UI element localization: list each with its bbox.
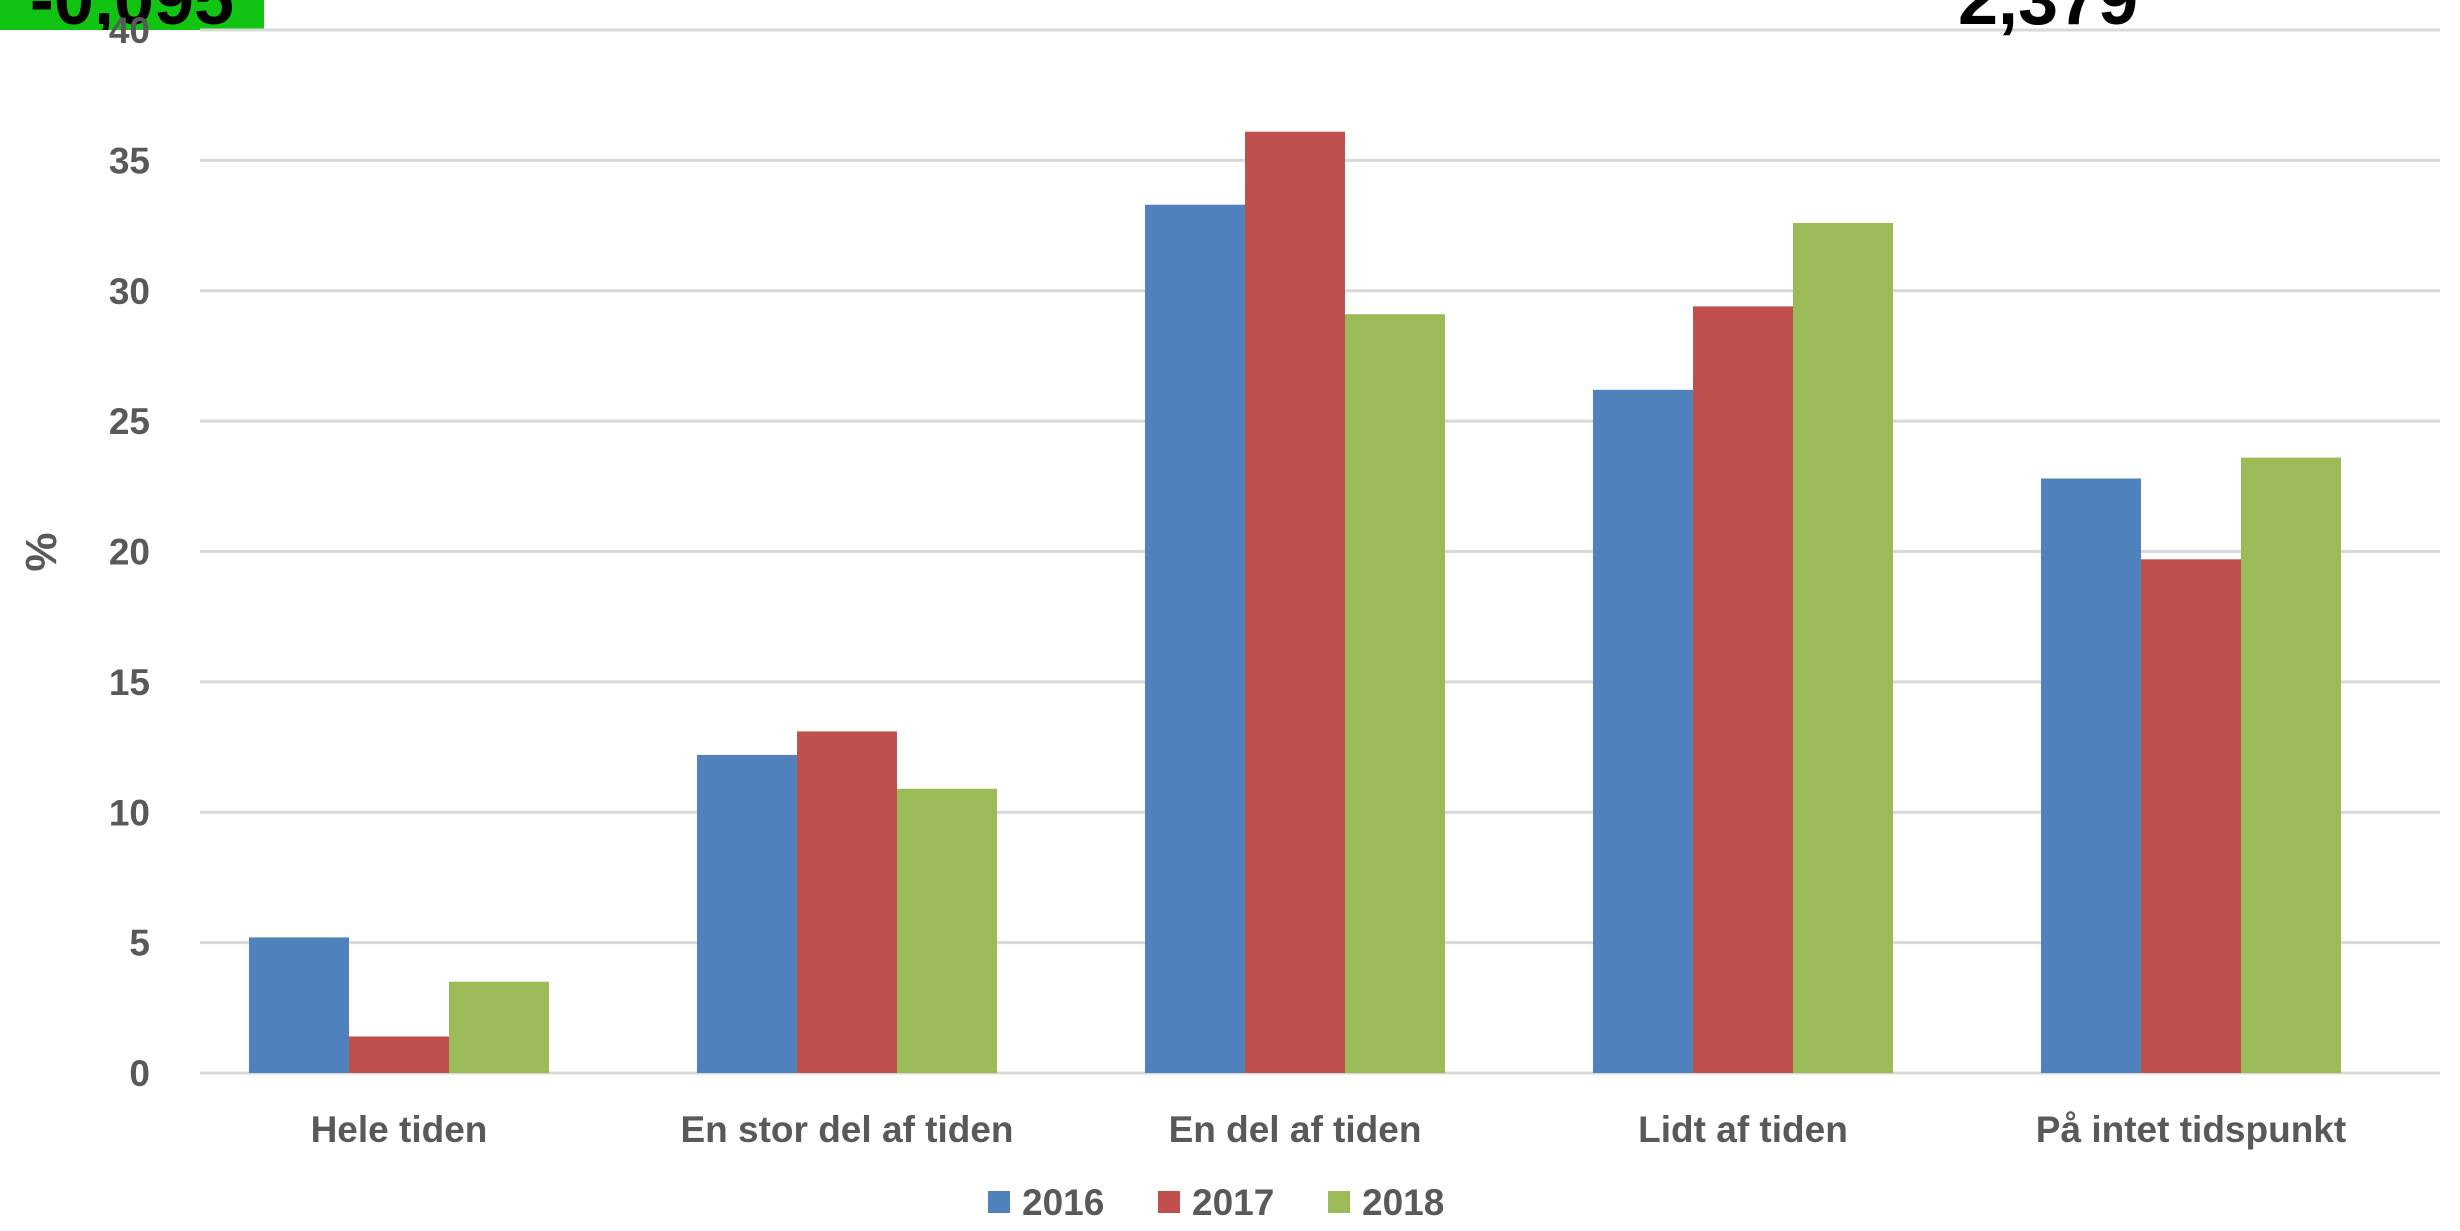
bar-2016-4: [2041, 478, 2141, 1073]
bar-2018-3: [1793, 222, 1893, 1073]
y-tick-label: 30: [109, 271, 150, 312]
x-category-label: Lidt af tiden: [1638, 1109, 1848, 1150]
bar-2017-3: [1693, 306, 1793, 1073]
bar-2018-1: [897, 788, 997, 1073]
y-tick-label: 15: [109, 662, 150, 703]
bar-2018-4: [2241, 457, 2341, 1073]
x-category-label: En stor del af tiden: [680, 1109, 1013, 1150]
y-tick-label: 10: [109, 792, 150, 833]
bar-2017-1: [797, 731, 897, 1073]
x-axis-categories: Hele tiden En stor del af tiden En del af …: [311, 1109, 2347, 1150]
bar-2016-1: [697, 754, 797, 1073]
legend-swatch-2017: [1158, 1191, 1180, 1213]
y-axis-ticks: 0 5 10 15 20 25 30 35 40: [109, 10, 150, 1094]
bar-2016-3: [1593, 389, 1693, 1074]
bar-2016-2: [1145, 204, 1245, 1073]
y-tick-label: 20: [109, 532, 150, 573]
legend-label-2018: 2018: [1362, 1182, 1444, 1223]
bar-2016-0: [249, 937, 349, 1073]
x-category-label: En del af tiden: [1169, 1109, 1422, 1150]
legend-swatch-2016: [988, 1191, 1010, 1213]
bars: [249, 131, 2341, 1074]
x-category-label: På intet tidspunkt: [2036, 1109, 2346, 1150]
y-tick-label: 25: [109, 401, 150, 442]
overlay-right-value-box: -0,095: [0, 0, 264, 30]
legend-label-2017: 2017: [1192, 1182, 1274, 1223]
overlay-left-value: 2,379: [1958, 0, 2139, 40]
legend: 2016 2017 2018: [988, 1182, 1444, 1223]
y-tick-label: 0: [129, 1053, 150, 1094]
overlay-right-value: -0,095: [0, 0, 264, 30]
bar-2017-2: [1245, 131, 1345, 1073]
legend-swatch-2018: [1328, 1191, 1350, 1213]
y-axis-title: %: [17, 532, 66, 571]
bar-2018-2: [1345, 314, 1445, 1073]
y-tick-label: 35: [109, 140, 150, 181]
y-tick-label: 5: [129, 923, 150, 964]
legend-label-2016: 2016: [1022, 1182, 1104, 1223]
bar-2017-4: [2141, 559, 2241, 1073]
bar-2018-0: [449, 981, 549, 1073]
bar-2017-0: [349, 1036, 449, 1073]
x-category-label: Hele tiden: [311, 1109, 488, 1150]
y-tick-label: 40: [109, 10, 150, 51]
